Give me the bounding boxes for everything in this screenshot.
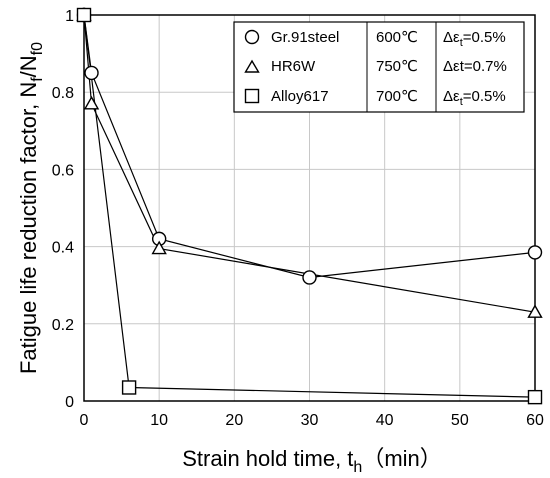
legend-temperature: 750℃ <box>376 58 418 75</box>
legend-strain: Δεt=0.5% <box>443 88 506 108</box>
x-axis-title: Strain hold time, th（min） <box>182 446 442 476</box>
legend-frame <box>233 21 525 113</box>
y-tick-label: 1 <box>65 8 74 25</box>
x-tick-label: 0 <box>80 412 89 429</box>
circle-marker-icon <box>244 29 260 45</box>
square-marker-icon <box>244 88 260 104</box>
tick-labels: 0 10 20 30 40 50 60 0 0.2 0.4 0.6 0.8 1 <box>52 8 544 429</box>
y-tick-label: 0.6 <box>52 162 74 179</box>
legend-entry-alloy617: Alloy617 700℃ Δεt=0.5% <box>244 88 506 108</box>
legend-strain: Δεt=0.5% <box>443 29 506 49</box>
legend-entry-hr6w: HR6W 750℃ Δεt=0.7% <box>244 58 507 75</box>
legend-series-name: Alloy617 <box>271 88 329 105</box>
data-point-triangle <box>83 95 100 110</box>
x-tick-label: 30 <box>301 412 319 429</box>
data-point-square <box>121 380 137 395</box>
series-line-triangle <box>83 14 536 313</box>
y-tick-label: 0.8 <box>52 85 74 102</box>
y-tick-label: 0.4 <box>52 240 74 257</box>
y-tick-label: 0 <box>65 394 74 411</box>
legend-entry-gr91steel: Gr.91steel 600℃ Δεt=0.5% <box>244 29 506 49</box>
data-point-triangle <box>527 304 543 318</box>
legend-series-name: Gr.91steel <box>271 29 339 46</box>
data-point-square <box>76 7 92 23</box>
data-point-circle <box>84 65 99 81</box>
legend-series-name: HR6W <box>271 58 316 75</box>
x-tick-label: 10 <box>150 412 168 429</box>
y-tick-label: 0.2 <box>52 317 74 334</box>
data-point-square <box>527 389 543 405</box>
legend: Gr.91steel 600℃ Δεt=0.5% HR6W 750℃ Δεt=0… <box>233 21 525 113</box>
x-tick-label: 60 <box>526 412 544 429</box>
x-tick-label: 50 <box>451 412 469 429</box>
x-tick-label: 40 <box>376 412 394 429</box>
data-point-triangle <box>151 240 167 255</box>
x-tick-label: 20 <box>225 412 243 429</box>
plot-frame <box>83 14 536 402</box>
legend-temperature: 600℃ <box>376 29 418 46</box>
legend-temperature: 700℃ <box>376 88 418 105</box>
legend-strain: Δεt=0.7% <box>443 58 507 75</box>
data-point-circle <box>527 245 543 260</box>
triangle-marker-icon <box>244 59 260 73</box>
data-point-circle <box>302 270 317 285</box>
series-layer <box>76 7 543 405</box>
y-axis-title: Fatigue life reduction factor, Nf/Nf0 <box>16 42 46 374</box>
